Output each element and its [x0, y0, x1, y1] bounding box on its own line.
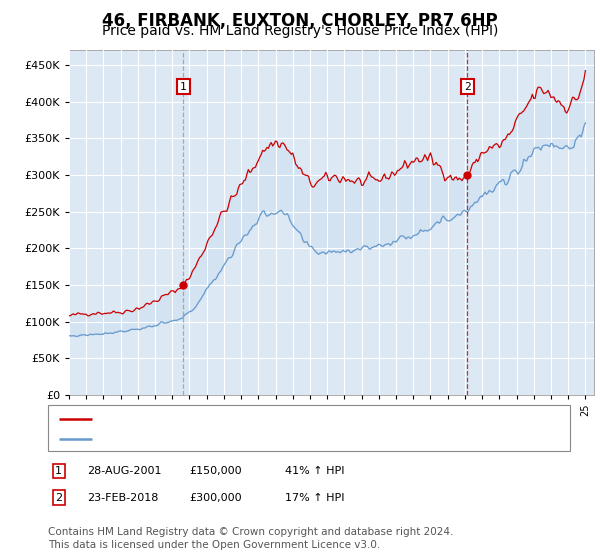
Text: 2: 2 — [464, 82, 471, 92]
Text: Contains HM Land Registry data © Crown copyright and database right 2024.
This d: Contains HM Land Registry data © Crown c… — [48, 527, 454, 550]
Text: £150,000: £150,000 — [189, 466, 242, 476]
Text: 2: 2 — [55, 493, 62, 503]
Text: 28-AUG-2001: 28-AUG-2001 — [87, 466, 161, 476]
Text: 46, FIRBANK, EUXTON, CHORLEY, PR7 6HP: 46, FIRBANK, EUXTON, CHORLEY, PR7 6HP — [102, 12, 498, 30]
Text: 23-FEB-2018: 23-FEB-2018 — [87, 493, 158, 503]
Text: 46, FIRBANK, EUXTON, CHORLEY, PR7 6HP (detached house): 46, FIRBANK, EUXTON, CHORLEY, PR7 6HP (d… — [99, 414, 437, 424]
Text: Price paid vs. HM Land Registry's House Price Index (HPI): Price paid vs. HM Land Registry's House … — [102, 24, 498, 38]
Text: 1: 1 — [180, 82, 187, 92]
Text: 17% ↑ HPI: 17% ↑ HPI — [285, 493, 344, 503]
Text: 41% ↑ HPI: 41% ↑ HPI — [285, 466, 344, 476]
Text: HPI: Average price, detached house, Chorley: HPI: Average price, detached house, Chor… — [99, 435, 348, 444]
Text: 1: 1 — [55, 466, 62, 476]
Text: £300,000: £300,000 — [189, 493, 242, 503]
